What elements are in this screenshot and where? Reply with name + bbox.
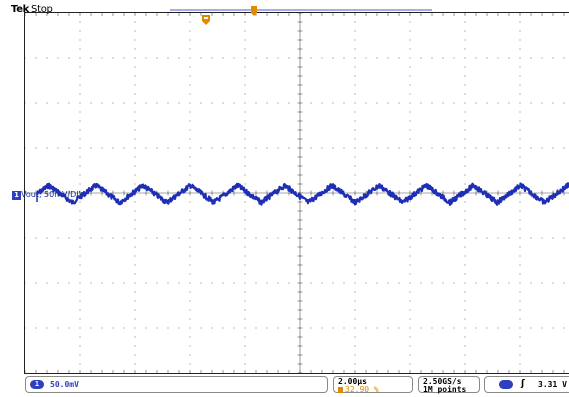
ch1-badge: 1 xyxy=(30,380,44,389)
trigger-position-readout: 32.90 % xyxy=(338,385,379,394)
ch1-scale-readout[interactable]: 1 50.0mV xyxy=(25,376,328,393)
acquisition-status: Stop xyxy=(31,4,53,15)
expansion-point-marker[interactable] xyxy=(202,15,210,25)
brand-status: Tek Stop xyxy=(11,4,53,15)
trigger-readout[interactable]: ʃ 3.31 V xyxy=(484,376,569,393)
record-length: 1M points xyxy=(423,385,467,394)
trigger-position-value: 32.90 % xyxy=(345,385,379,394)
acquisition-readout[interactable]: 2.50GS/s 1M points xyxy=(418,376,480,394)
ch1-waveform xyxy=(36,182,569,206)
horizontal-readout[interactable]: 2.00µs 32.90 % xyxy=(333,376,413,394)
trigger-position-marker[interactable] xyxy=(251,6,257,16)
sample-rate: 2.50GS/s xyxy=(423,377,462,386)
trigger-source-badge xyxy=(499,380,513,389)
ch1-volts-per-div: 50.0mV xyxy=(50,380,79,389)
ch1-label: Vout, 50mV/DIV xyxy=(21,190,85,199)
trigger-position-icon xyxy=(338,387,343,393)
brand-logo: Tek xyxy=(11,4,30,15)
trigger-level: 3.31 V xyxy=(538,380,567,389)
ch1-ground-marker[interactable]: 1 xyxy=(12,191,21,200)
rising-edge-icon: ʃ xyxy=(521,379,525,389)
ch1-trace xyxy=(36,182,569,206)
graticule-border xyxy=(24,12,569,374)
time-per-div: 2.00µs xyxy=(338,377,367,386)
